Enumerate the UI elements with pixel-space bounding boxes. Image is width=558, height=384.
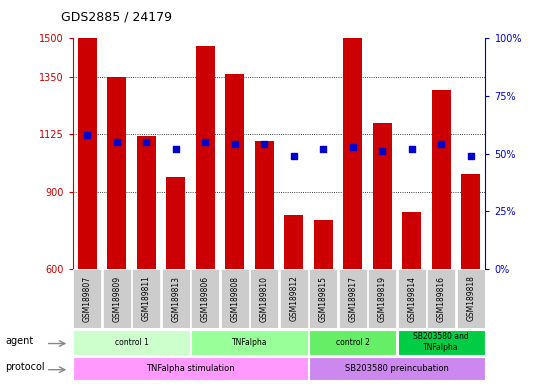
- Bar: [368, 270, 396, 328]
- Bar: [73, 330, 190, 354]
- Point: [378, 148, 387, 154]
- Text: GSM189811: GSM189811: [142, 276, 151, 321]
- Bar: [309, 357, 485, 380]
- Text: GSM189812: GSM189812: [289, 276, 298, 321]
- Text: GSM189807: GSM189807: [83, 275, 92, 322]
- Point: [201, 139, 210, 145]
- Point: [348, 144, 357, 150]
- Bar: [373, 123, 392, 269]
- Point: [142, 139, 151, 145]
- Text: GSM189810: GSM189810: [260, 276, 269, 321]
- Bar: [78, 38, 97, 269]
- Text: GSM189808: GSM189808: [230, 276, 239, 321]
- Bar: [162, 270, 190, 328]
- Point: [319, 146, 328, 152]
- Bar: [314, 220, 333, 269]
- Bar: [280, 270, 308, 328]
- Bar: [309, 270, 337, 328]
- Text: control 1: control 1: [114, 338, 148, 347]
- Bar: [254, 141, 274, 269]
- Bar: [225, 74, 244, 269]
- Bar: [221, 270, 249, 328]
- Bar: [432, 89, 451, 269]
- Point: [289, 153, 298, 159]
- Point: [171, 146, 180, 152]
- Bar: [166, 177, 185, 269]
- Text: GSM189817: GSM189817: [348, 276, 357, 321]
- Text: GSM189806: GSM189806: [201, 275, 210, 322]
- Text: GSM189809: GSM189809: [112, 275, 121, 322]
- Text: GSM189816: GSM189816: [437, 276, 446, 321]
- Bar: [427, 270, 455, 328]
- Bar: [107, 77, 126, 269]
- Point: [83, 132, 92, 138]
- Bar: [398, 330, 485, 354]
- Bar: [137, 136, 156, 269]
- Point: [437, 141, 446, 147]
- Point: [112, 139, 121, 145]
- Bar: [309, 330, 396, 354]
- Bar: [132, 270, 160, 328]
- Bar: [284, 215, 304, 269]
- Bar: [73, 270, 102, 328]
- Bar: [461, 174, 480, 269]
- Text: GSM189815: GSM189815: [319, 276, 328, 321]
- Bar: [103, 270, 131, 328]
- Point: [466, 153, 475, 159]
- Text: control 2: control 2: [336, 338, 369, 347]
- Text: GSM189814: GSM189814: [407, 276, 416, 321]
- Bar: [191, 270, 219, 328]
- Text: SB203580 preincubation: SB203580 preincubation: [345, 364, 449, 373]
- Text: SB203580 and
TNFalpha: SB203580 and TNFalpha: [413, 333, 469, 352]
- Text: agent: agent: [6, 336, 34, 346]
- Text: GSM189818: GSM189818: [466, 276, 475, 321]
- Bar: [398, 270, 426, 328]
- Text: TNFalpha stimulation: TNFalpha stimulation: [146, 364, 235, 373]
- Point: [407, 146, 416, 152]
- Text: GSM189819: GSM189819: [378, 276, 387, 321]
- Bar: [250, 270, 278, 328]
- Bar: [402, 212, 421, 269]
- Bar: [343, 38, 362, 269]
- Bar: [191, 330, 308, 354]
- Bar: [196, 46, 215, 269]
- Point: [260, 141, 269, 147]
- Point: [230, 141, 239, 147]
- Text: TNFalpha: TNFalpha: [232, 338, 267, 347]
- Text: GSM189813: GSM189813: [171, 276, 180, 321]
- Text: GDS2885 / 24179: GDS2885 / 24179: [61, 10, 172, 23]
- Text: protocol: protocol: [6, 362, 45, 372]
- Bar: [73, 357, 308, 380]
- Bar: [456, 270, 485, 328]
- Bar: [339, 270, 367, 328]
